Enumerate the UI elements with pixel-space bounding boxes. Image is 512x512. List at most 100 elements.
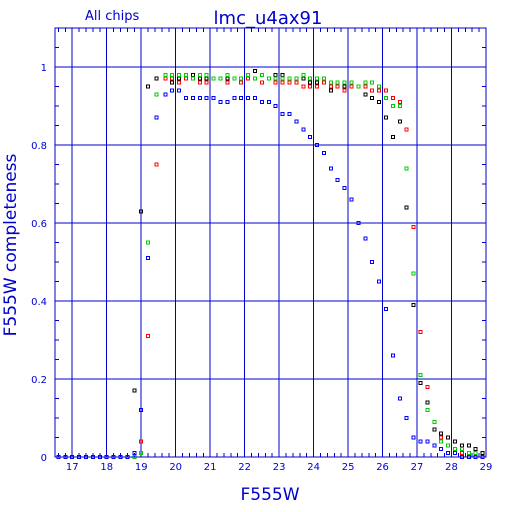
data-point [273, 72, 278, 77]
data-point [280, 111, 285, 116]
data-point [335, 178, 340, 183]
data-point [184, 72, 189, 77]
data-point [411, 302, 416, 307]
data-point [377, 84, 382, 89]
data-point [163, 76, 168, 81]
data-point [301, 84, 306, 89]
data-point [218, 100, 223, 105]
data-point [239, 76, 244, 81]
data-point [321, 150, 326, 155]
data-point [432, 419, 437, 424]
x-tick-label: 19 [135, 462, 148, 473]
data-point [154, 92, 159, 97]
data-point [259, 72, 264, 77]
data-point [397, 100, 402, 105]
data-point [170, 72, 175, 77]
x-axis-label: F555W [240, 485, 299, 505]
data-point [418, 439, 423, 444]
data-point [273, 76, 278, 81]
data-point [252, 68, 257, 73]
data-point [294, 80, 299, 85]
x-tick-label: 26 [376, 462, 389, 473]
data-point [308, 76, 313, 81]
data-point [177, 72, 182, 77]
data-point [266, 76, 271, 81]
data-point [197, 80, 202, 85]
data-point [439, 431, 444, 436]
data-point [397, 396, 402, 401]
data-point [308, 135, 313, 140]
data-point [190, 96, 195, 101]
data-point [197, 72, 202, 77]
x-tick-label: 28 [445, 462, 458, 473]
data-point [349, 80, 354, 85]
data-point [177, 88, 182, 93]
data-point [204, 80, 209, 85]
data-point [466, 451, 471, 456]
data-point [246, 96, 251, 101]
data-point [342, 80, 347, 85]
data-point [432, 443, 437, 448]
x-tick-label: 23 [273, 462, 286, 473]
data-point [154, 76, 159, 81]
data-point [301, 72, 306, 77]
data-point [418, 380, 423, 385]
data-point [425, 439, 430, 444]
data-point [452, 447, 457, 452]
data-point [146, 334, 151, 339]
data-point [328, 84, 333, 89]
data-points [56, 68, 485, 459]
data-point [132, 388, 137, 393]
x-tick-label: 20 [169, 462, 182, 473]
data-point [170, 88, 175, 93]
data-point [301, 76, 306, 81]
data-point [404, 416, 409, 420]
data-point [404, 205, 409, 210]
data-point [170, 76, 175, 81]
data-point [377, 88, 382, 93]
data-point [280, 80, 285, 85]
data-point [390, 104, 395, 108]
data-point [473, 451, 478, 456]
data-point [225, 72, 230, 77]
chart-subtitle: All chips [85, 9, 139, 24]
data-point [287, 111, 292, 116]
data-point [390, 135, 395, 140]
data-point [425, 400, 430, 405]
axis-ticks [55, 27, 487, 458]
y-tick-label: 0.6 [31, 219, 47, 230]
data-point [411, 224, 416, 229]
data-point [266, 100, 271, 105]
data-point [390, 96, 395, 101]
data-point [211, 76, 216, 81]
data-point [349, 84, 354, 89]
data-point [204, 72, 209, 77]
data-point [163, 72, 168, 77]
data-point [225, 80, 230, 85]
data-point [273, 104, 278, 108]
data-point [184, 96, 189, 101]
chart-title: lmc_u4ax91 [214, 8, 323, 29]
data-point [146, 240, 151, 245]
data-point [252, 96, 257, 101]
data-point [404, 166, 409, 171]
data-point [197, 76, 202, 81]
data-point [370, 96, 375, 101]
data-point [446, 443, 451, 448]
plot-frame [54, 27, 487, 458]
data-point [225, 76, 230, 81]
x-tick-label: 29 [480, 462, 493, 473]
data-point [315, 143, 320, 147]
data-point [259, 100, 264, 105]
grid-lines [55, 28, 487, 458]
data-point [342, 88, 347, 93]
data-point [446, 451, 451, 456]
data-point [211, 96, 216, 101]
data-point [425, 384, 430, 389]
data-point [273, 80, 278, 85]
x-tick-label: 27 [411, 462, 424, 473]
data-point [363, 236, 368, 241]
data-point [239, 80, 244, 85]
data-point [439, 447, 444, 452]
